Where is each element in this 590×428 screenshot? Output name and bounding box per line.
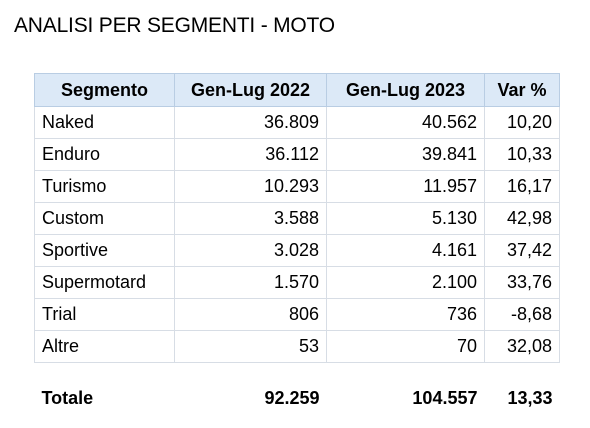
segment-name: Sportive bbox=[34, 234, 175, 267]
value-2022: 53 bbox=[174, 330, 327, 363]
header-var-percent: Var % bbox=[484, 73, 560, 107]
segment-name: Turismo bbox=[34, 170, 175, 203]
table-row: Custom 3.588 5.130 42,98 bbox=[34, 202, 560, 235]
variation-percent: 32,08 bbox=[484, 330, 560, 363]
segment-name: Custom bbox=[34, 202, 175, 235]
value-2022: 3.588 bbox=[174, 202, 327, 235]
total-2023: 104.557 bbox=[412, 387, 478, 408]
value-2023: 4.161 bbox=[326, 234, 485, 267]
table-row: Supermotard 1.570 2.100 33,76 bbox=[34, 266, 560, 299]
value-2022: 36.112 bbox=[174, 138, 327, 171]
header-segmento: Segmento bbox=[34, 73, 175, 107]
table-row: Naked 36.809 40.562 10,20 bbox=[34, 106, 560, 139]
value-2022: 36.809 bbox=[174, 106, 327, 139]
segment-name: Supermotard bbox=[34, 266, 175, 299]
value-2023: 39.841 bbox=[326, 138, 485, 171]
total-2022: 92.259 bbox=[264, 387, 320, 408]
table-row: Turismo 10.293 11.957 16,17 bbox=[34, 170, 560, 203]
table-row: Sportive 3.028 4.161 37,42 bbox=[34, 234, 560, 267]
value-2022: 1.570 bbox=[174, 266, 327, 299]
variation-percent: 42,98 bbox=[484, 202, 560, 235]
table-header-row: Segmento Gen-Lug 2022 Gen-Lug 2023 Var % bbox=[34, 73, 560, 107]
table-row: Altre 53 70 32,08 bbox=[34, 330, 560, 363]
variation-percent: 10,20 bbox=[484, 106, 560, 139]
value-2023: 11.957 bbox=[326, 170, 485, 203]
segment-name: Enduro bbox=[34, 138, 175, 171]
segment-name: Trial bbox=[34, 298, 175, 331]
header-gen-lug-2022: Gen-Lug 2022 bbox=[174, 73, 327, 107]
value-2022: 10.293 bbox=[174, 170, 327, 203]
variation-percent: 37,42 bbox=[484, 234, 560, 267]
total-label: Totale bbox=[41, 387, 94, 408]
value-2023: 736 bbox=[326, 298, 485, 331]
segment-name: Altre bbox=[34, 330, 175, 363]
value-2023: 70 bbox=[326, 330, 485, 363]
table-row: Enduro 36.112 39.841 10,33 bbox=[34, 138, 560, 171]
header-gen-lug-2023: Gen-Lug 2023 bbox=[326, 73, 485, 107]
value-2023: 40.562 bbox=[326, 106, 485, 139]
segments-table: Segmento Gen-Lug 2022 Gen-Lug 2023 Var %… bbox=[34, 73, 560, 416]
table-row: Trial 806 736 -8,68 bbox=[34, 298, 560, 331]
variation-percent: 10,33 bbox=[484, 138, 560, 171]
value-2022: 806 bbox=[174, 298, 327, 331]
total-variation-percent: 13,33 bbox=[507, 387, 553, 408]
variation-percent: 16,17 bbox=[484, 170, 560, 203]
value-2023: 5.130 bbox=[326, 202, 485, 235]
total-row: Totale 92.259 104.557 13,33 bbox=[35, 363, 560, 417]
segment-name: Naked bbox=[34, 106, 175, 139]
page-title: ANALISI PER SEGMENTI - MOTO bbox=[14, 14, 335, 37]
value-2022: 3.028 bbox=[174, 234, 327, 267]
value-2023: 2.100 bbox=[326, 266, 485, 299]
variation-percent: -8,68 bbox=[484, 298, 560, 331]
variation-percent: 33,76 bbox=[484, 266, 560, 299]
